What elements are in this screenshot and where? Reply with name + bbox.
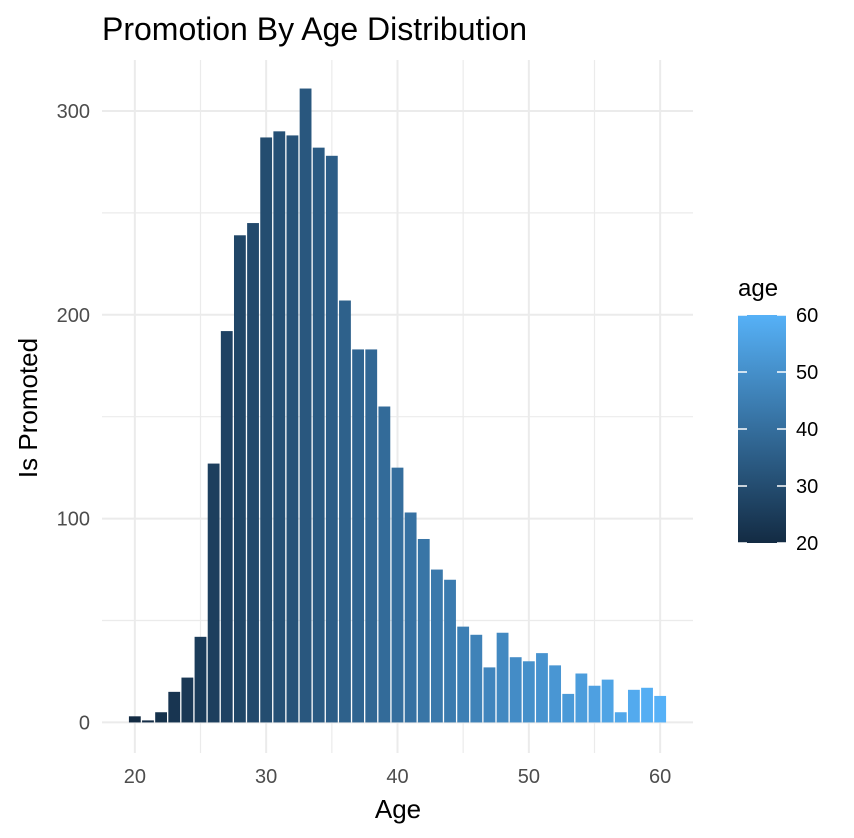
bar-age-21 [142, 720, 154, 723]
bar-age-40 [391, 467, 404, 723]
legend-tick-label: 20 [796, 533, 818, 555]
y-tick-label: 0 [79, 712, 90, 734]
legend-title: age [738, 275, 778, 302]
y-tick-label: 100 [57, 509, 90, 531]
x-tick-label: 30 [255, 766, 277, 788]
x-axis-title: Age [375, 794, 421, 824]
bar-age-28 [233, 235, 246, 723]
legend-tick-label: 40 [796, 419, 818, 441]
legend-tick-label: 60 [796, 305, 818, 327]
bars [128, 88, 667, 723]
bar-age-26 [207, 463, 220, 723]
bar-age-43 [430, 569, 443, 723]
bar-age-33 [299, 88, 312, 723]
bar-age-22 [155, 712, 168, 723]
bar-age-20 [128, 716, 141, 723]
x-axis-ticks: 20 30 40 50 60 [124, 766, 672, 788]
bar-age-52 [549, 665, 562, 723]
y-axis-ticks: 0 100 200 300 [57, 101, 90, 734]
bar-age-32 [286, 135, 299, 723]
bar-age-59 [641, 687, 653, 723]
bar-age-39 [378, 406, 391, 723]
bar-age-47 [483, 667, 496, 723]
bar-age-57 [614, 712, 627, 723]
bar-age-51 [536, 653, 548, 723]
bar-age-41 [404, 512, 417, 723]
x-tick-label: 40 [386, 766, 408, 788]
bar-age-38 [365, 349, 378, 723]
y-tick-label: 200 [57, 305, 90, 327]
bar-age-30 [260, 137, 273, 723]
bar-age-29 [247, 223, 259, 723]
bar-age-36 [339, 300, 351, 723]
bar-age-46 [470, 634, 483, 723]
bar-age-53 [562, 693, 575, 723]
bar-age-44 [444, 579, 456, 723]
bar-age-49 [509, 657, 522, 723]
bar-age-45 [457, 626, 470, 723]
x-tick-label: 20 [124, 766, 146, 788]
bar-age-58 [627, 689, 640, 723]
bar-age-35 [325, 155, 338, 723]
bar-age-56 [601, 679, 614, 723]
legend: age 20 30 40 50 60 [738, 275, 818, 555]
x-tick-label: 50 [518, 766, 540, 788]
bar-age-48 [496, 632, 509, 723]
bar-age-24 [181, 677, 194, 723]
x-tick-label: 60 [649, 766, 671, 788]
bar-age-54 [575, 673, 588, 723]
bar-age-25 [194, 636, 207, 723]
bar-age-37 [352, 349, 365, 723]
legend-tick-label: 30 [796, 476, 818, 498]
bar-age-27 [220, 331, 233, 723]
bar-age-34 [312, 147, 325, 723]
bar-age-60 [654, 695, 667, 723]
y-axis-title: Is Promoted [13, 338, 43, 478]
legend-tick-label: 50 [796, 362, 818, 384]
bar-age-42 [417, 538, 430, 723]
y-tick-label: 300 [57, 101, 90, 123]
bar-age-55 [588, 685, 601, 723]
bar-age-31 [273, 131, 286, 723]
chart-title: Promotion By Age Distribution [102, 11, 527, 47]
bar-age-50 [522, 661, 535, 723]
bar-age-23 [168, 691, 181, 723]
